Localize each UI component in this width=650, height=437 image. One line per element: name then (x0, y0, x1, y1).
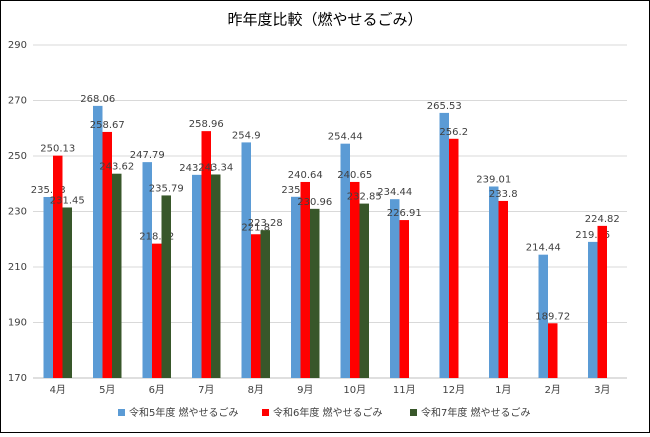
bar (399, 220, 409, 378)
bar (192, 174, 202, 378)
x-tick-label: 3月 (594, 384, 610, 396)
bar (498, 200, 508, 378)
y-tick-label: 250 (8, 151, 27, 162)
bar (161, 195, 171, 378)
bar (310, 208, 320, 378)
x-tick-label: 4月 (50, 384, 66, 396)
bar (112, 173, 122, 378)
bar (340, 143, 350, 378)
bar (152, 243, 162, 378)
value-label: 230.96 (297, 197, 332, 208)
value-label: 254.44 (328, 132, 363, 143)
value-label: 218.42 (139, 232, 174, 243)
bar (449, 138, 459, 378)
bar (597, 225, 607, 378)
y-tick-label: 230 (8, 207, 27, 218)
value-label: 254.9 (232, 130, 261, 141)
value-label: 224.82 (585, 214, 620, 225)
bar (93, 105, 103, 379)
value-label: 256.2 (439, 127, 468, 138)
value-label: 243.34 (198, 162, 233, 173)
bar (300, 181, 310, 378)
value-label: 189.72 (535, 311, 570, 322)
bar (538, 254, 548, 378)
value-label: 232.85 (347, 192, 382, 203)
bar (241, 142, 251, 378)
y-tick-label: 190 (8, 318, 27, 329)
y-tick-label: 210 (8, 262, 27, 273)
bar (62, 207, 72, 378)
y-tick-label: 290 (8, 40, 27, 51)
value-label: 247.79 (130, 150, 165, 161)
value-label: 243.21 (179, 163, 214, 174)
x-tick-label: 11月 (393, 384, 416, 396)
bar (102, 131, 112, 378)
value-label: 233.8 (489, 189, 518, 200)
legend-swatch (118, 409, 125, 416)
bar (43, 196, 53, 378)
x-tick-label: 1月 (495, 384, 511, 396)
value-label: 240.65 (337, 170, 372, 181)
y-tick-label: 270 (8, 96, 27, 107)
bar (390, 199, 400, 378)
legend-label: 令和7年度 燃やせるごみ (421, 406, 531, 419)
bar (359, 203, 369, 378)
legend-label: 令和5年度 燃やせるごみ (129, 406, 239, 419)
bar (350, 181, 360, 378)
legend-label: 令和6年度 燃やせるごみ (273, 406, 383, 419)
bar (439, 112, 449, 379)
bar (53, 155, 63, 378)
value-label: 250.13 (40, 144, 75, 155)
bar (489, 186, 499, 378)
value-label: 268.06 (80, 94, 115, 105)
x-tick-label: 5月 (99, 384, 115, 396)
value-label: 235.79 (149, 183, 184, 194)
value-label: 234.44 (377, 187, 412, 198)
bar (260, 230, 270, 378)
x-tick-label: 12月 (442, 384, 465, 396)
value-label: 214.44 (526, 243, 561, 254)
value-label: 240.64 (288, 170, 323, 181)
value-label: 219.05 (575, 230, 610, 241)
bar (251, 234, 261, 378)
x-tick-label: 8月 (248, 384, 264, 396)
x-tick-label: 10月 (343, 384, 366, 396)
bar (548, 323, 558, 378)
value-label: 265.53 (427, 101, 462, 112)
value-label: 226.91 (387, 208, 422, 219)
value-label: 243.62 (99, 162, 134, 173)
bar (291, 196, 301, 378)
x-tick-label: 7月 (198, 384, 214, 396)
value-label: 258.67 (90, 120, 125, 131)
bar (588, 241, 598, 378)
legend-swatch (410, 409, 417, 416)
bar (142, 162, 152, 378)
value-label: 223.28 (248, 218, 283, 229)
bar (211, 174, 221, 378)
value-label: 221.8 (241, 222, 270, 233)
value-label: 258.96 (189, 119, 224, 130)
x-tick-label: 6月 (149, 384, 165, 396)
value-label: 231.45 (50, 195, 85, 206)
bar (201, 131, 211, 378)
x-tick-label: 2月 (545, 384, 561, 396)
value-label: 235.3 (281, 185, 310, 196)
chart-title: 昨年度比較（燃やせるごみ） (227, 11, 422, 29)
x-tick-label: 9月 (297, 384, 313, 396)
legend-swatch (262, 409, 269, 416)
y-tick-label: 170 (8, 373, 27, 384)
value-label: 235.23 (31, 185, 66, 196)
value-label: 239.01 (476, 174, 511, 185)
